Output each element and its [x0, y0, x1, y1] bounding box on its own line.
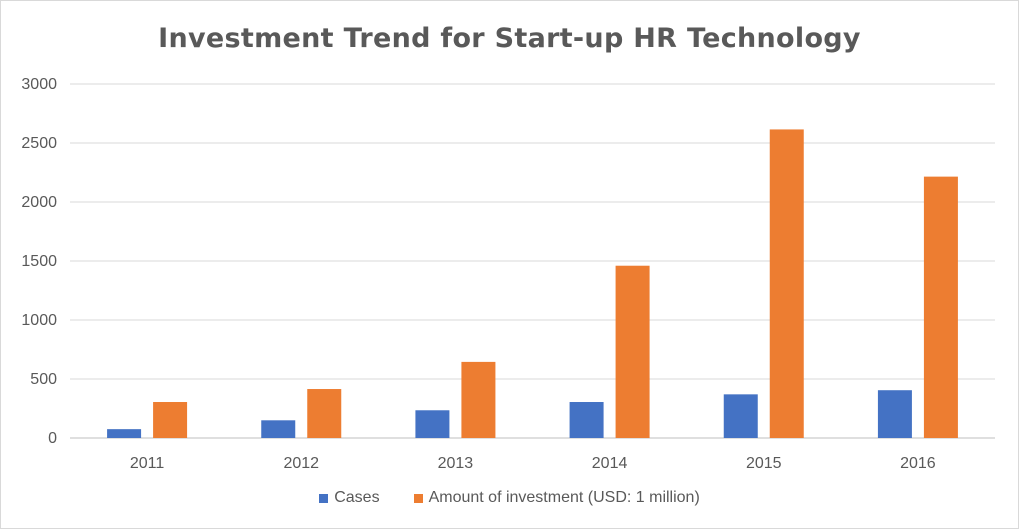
- legend-swatch-investment: [413, 493, 423, 503]
- bar-chart: 0 500 1000 1500 2000 2500 3000 2011 2012 2013 2014…: [21, 76, 995, 472]
- legend: Cases Amount of investment (USD: 1 milli…: [1, 489, 1018, 507]
- bar-cases-2014: [569, 402, 604, 438]
- y-tick-label: 1500: [21, 253, 57, 270]
- bar-investment-2015: [769, 129, 804, 438]
- bar-cases-2012: [261, 420, 296, 438]
- legend-swatch-cases: [319, 493, 329, 503]
- bar-investment-2013: [461, 361, 496, 438]
- bar-investment-2012: [307, 389, 342, 438]
- y-tick-label: 500: [30, 371, 57, 388]
- y-tick-label: 2500: [21, 135, 57, 152]
- chart-title: Investment Trend for Start-up HR Technol…: [158, 23, 861, 54]
- bar-cases-2016: [877, 390, 912, 438]
- legend-label-investment: Amount of investment (USD: 1 million): [428, 489, 700, 506]
- bar-investment-2011: [153, 402, 188, 438]
- legend-item-cases: Cases: [319, 489, 380, 507]
- legend-item-investment: Amount of investment (USD: 1 million): [413, 489, 700, 507]
- bar-investment-2016: [923, 176, 958, 438]
- bar-cases-2013: [415, 410, 450, 438]
- y-tick-label: 2000: [21, 194, 57, 211]
- x-tick-label: 2016: [900, 455, 936, 472]
- x-tick-label: 2011: [130, 455, 165, 472]
- bar-cases-2015: [723, 394, 758, 438]
- x-tick-label: 2014: [592, 455, 628, 472]
- x-tick-label: 2015: [746, 455, 782, 472]
- x-tick-label: 2012: [283, 455, 319, 472]
- bar-cases-2011: [107, 429, 142, 438]
- y-tick-label: 0: [48, 430, 57, 447]
- bar-investment-2014: [615, 265, 650, 438]
- y-tick-label: 1000: [21, 312, 57, 329]
- x-tick-label: 2013: [438, 455, 474, 472]
- legend-label-cases: Cases: [334, 489, 380, 506]
- y-tick-label: 3000: [21, 76, 57, 93]
